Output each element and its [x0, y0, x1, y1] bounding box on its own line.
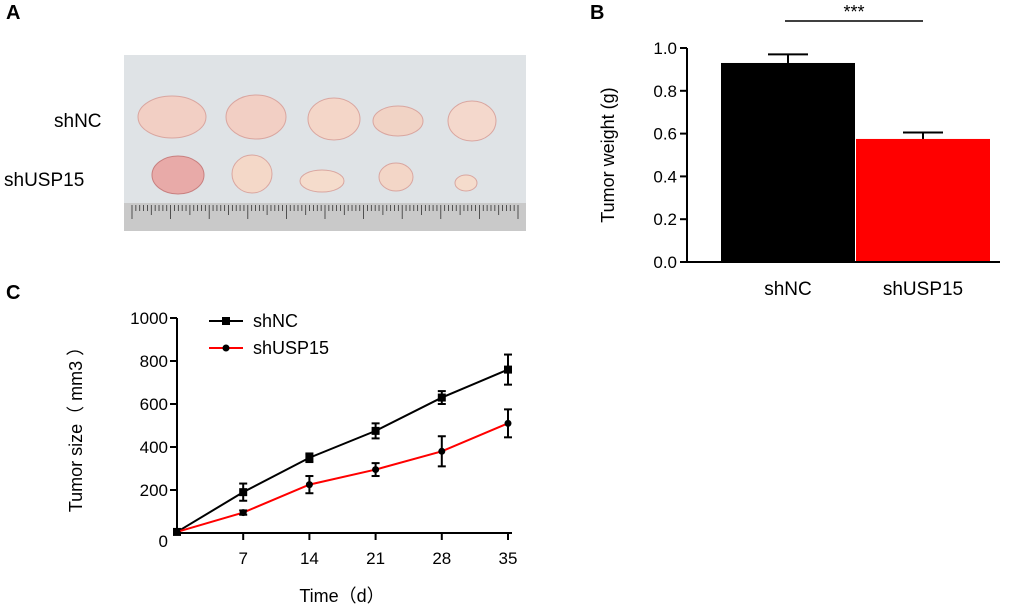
- tumor-weight-bar-chart: 0.0 0.2 0.4 0.6 0.8 1.0 shNC shUSP15 Tumor wei…: [598, 2, 1000, 300]
- tumor-specimen: [137, 95, 207, 139]
- tumor-row-shnc: [137, 94, 497, 142]
- y-tick-label: 0.0: [653, 253, 677, 272]
- legend-label: shUSP15: [253, 338, 329, 358]
- data-point-shusp15: [372, 466, 380, 474]
- legend-label: shNC: [253, 311, 298, 331]
- x-axis-label: Time（d）: [299, 586, 384, 606]
- tumor-specimen: [378, 162, 414, 192]
- data-point-shnc: [504, 365, 512, 374]
- tumor-specimen: [454, 174, 478, 192]
- photo-row-label-shnc: shNC: [54, 111, 102, 132]
- data-point-shusp15: [305, 481, 313, 489]
- data-point-shusp15: [173, 528, 181, 536]
- legend-marker: [222, 317, 230, 325]
- y-tick-label: 800: [140, 352, 168, 371]
- panel-c-letter: C: [6, 282, 21, 304]
- tumor-specimen: [225, 94, 287, 140]
- legend-marker: [222, 344, 230, 352]
- y-tick-label: 0.6: [653, 125, 677, 144]
- y-tick-label: 600: [140, 395, 168, 414]
- series-line-shusp15: [176, 422, 509, 533]
- y-tick-label: 1.0: [653, 39, 677, 58]
- bar-shnc: [721, 62, 855, 263]
- x-tick-label: 28: [432, 549, 451, 568]
- data-point-shnc: [371, 426, 380, 435]
- bar-shusp15: [856, 138, 990, 262]
- x-tick-label: 35: [499, 549, 518, 568]
- tumor-row-shusp15: [151, 154, 478, 195]
- data-point-shusp15: [504, 419, 512, 427]
- y-tick-label: 0.2: [653, 210, 677, 229]
- significance-label: ***: [843, 2, 864, 22]
- tumor-photo: [124, 55, 526, 231]
- y-axis-label: Tumor weight (g): [598, 87, 618, 222]
- tumor-specimen: [447, 100, 497, 142]
- x-tick-label: 14: [300, 549, 319, 568]
- data-point-shnc: [437, 393, 446, 402]
- tumor-size-line-chart: 0 200 400 600 800 1000 7 14 21 28 35 shNC shUSP15 T…: [66, 309, 518, 606]
- y-axis-label: Tumor size（ mm3 ）: [66, 338, 86, 512]
- y-tick-label: 0: [159, 532, 168, 551]
- data-point-shusp15: [438, 447, 446, 455]
- series-line-shnc: [176, 368, 509, 533]
- y-tick-label: 0.4: [653, 167, 677, 186]
- data-point-shnc: [305, 453, 314, 462]
- panel-a-letter: A: [6, 2, 21, 24]
- tumor-specimen: [151, 155, 205, 195]
- tumor-specimen: [231, 154, 273, 194]
- tumor-specimen: [299, 169, 345, 193]
- x-tick-label: shUSP15: [883, 279, 963, 300]
- y-tick-label: 200: [140, 481, 168, 500]
- y-tick-label: 1000: [130, 309, 168, 328]
- x-tick-label: 21: [366, 549, 385, 568]
- x-tick-label: 7: [238, 549, 247, 568]
- y-tick-label: 0.8: [653, 82, 677, 101]
- data-point-shusp15: [239, 509, 247, 517]
- x-tick-label: shNC: [764, 279, 812, 300]
- y-tick-label: 400: [140, 438, 168, 457]
- tumor-specimen: [372, 105, 424, 137]
- ruler-ticks: [131, 205, 519, 219]
- photo-row-label-shusp15: shUSP15: [4, 170, 85, 191]
- tumor-specimen: [307, 97, 361, 141]
- panel-b-letter: B: [590, 2, 605, 24]
- photo-background: [124, 55, 526, 231]
- data-point-shnc: [239, 488, 248, 497]
